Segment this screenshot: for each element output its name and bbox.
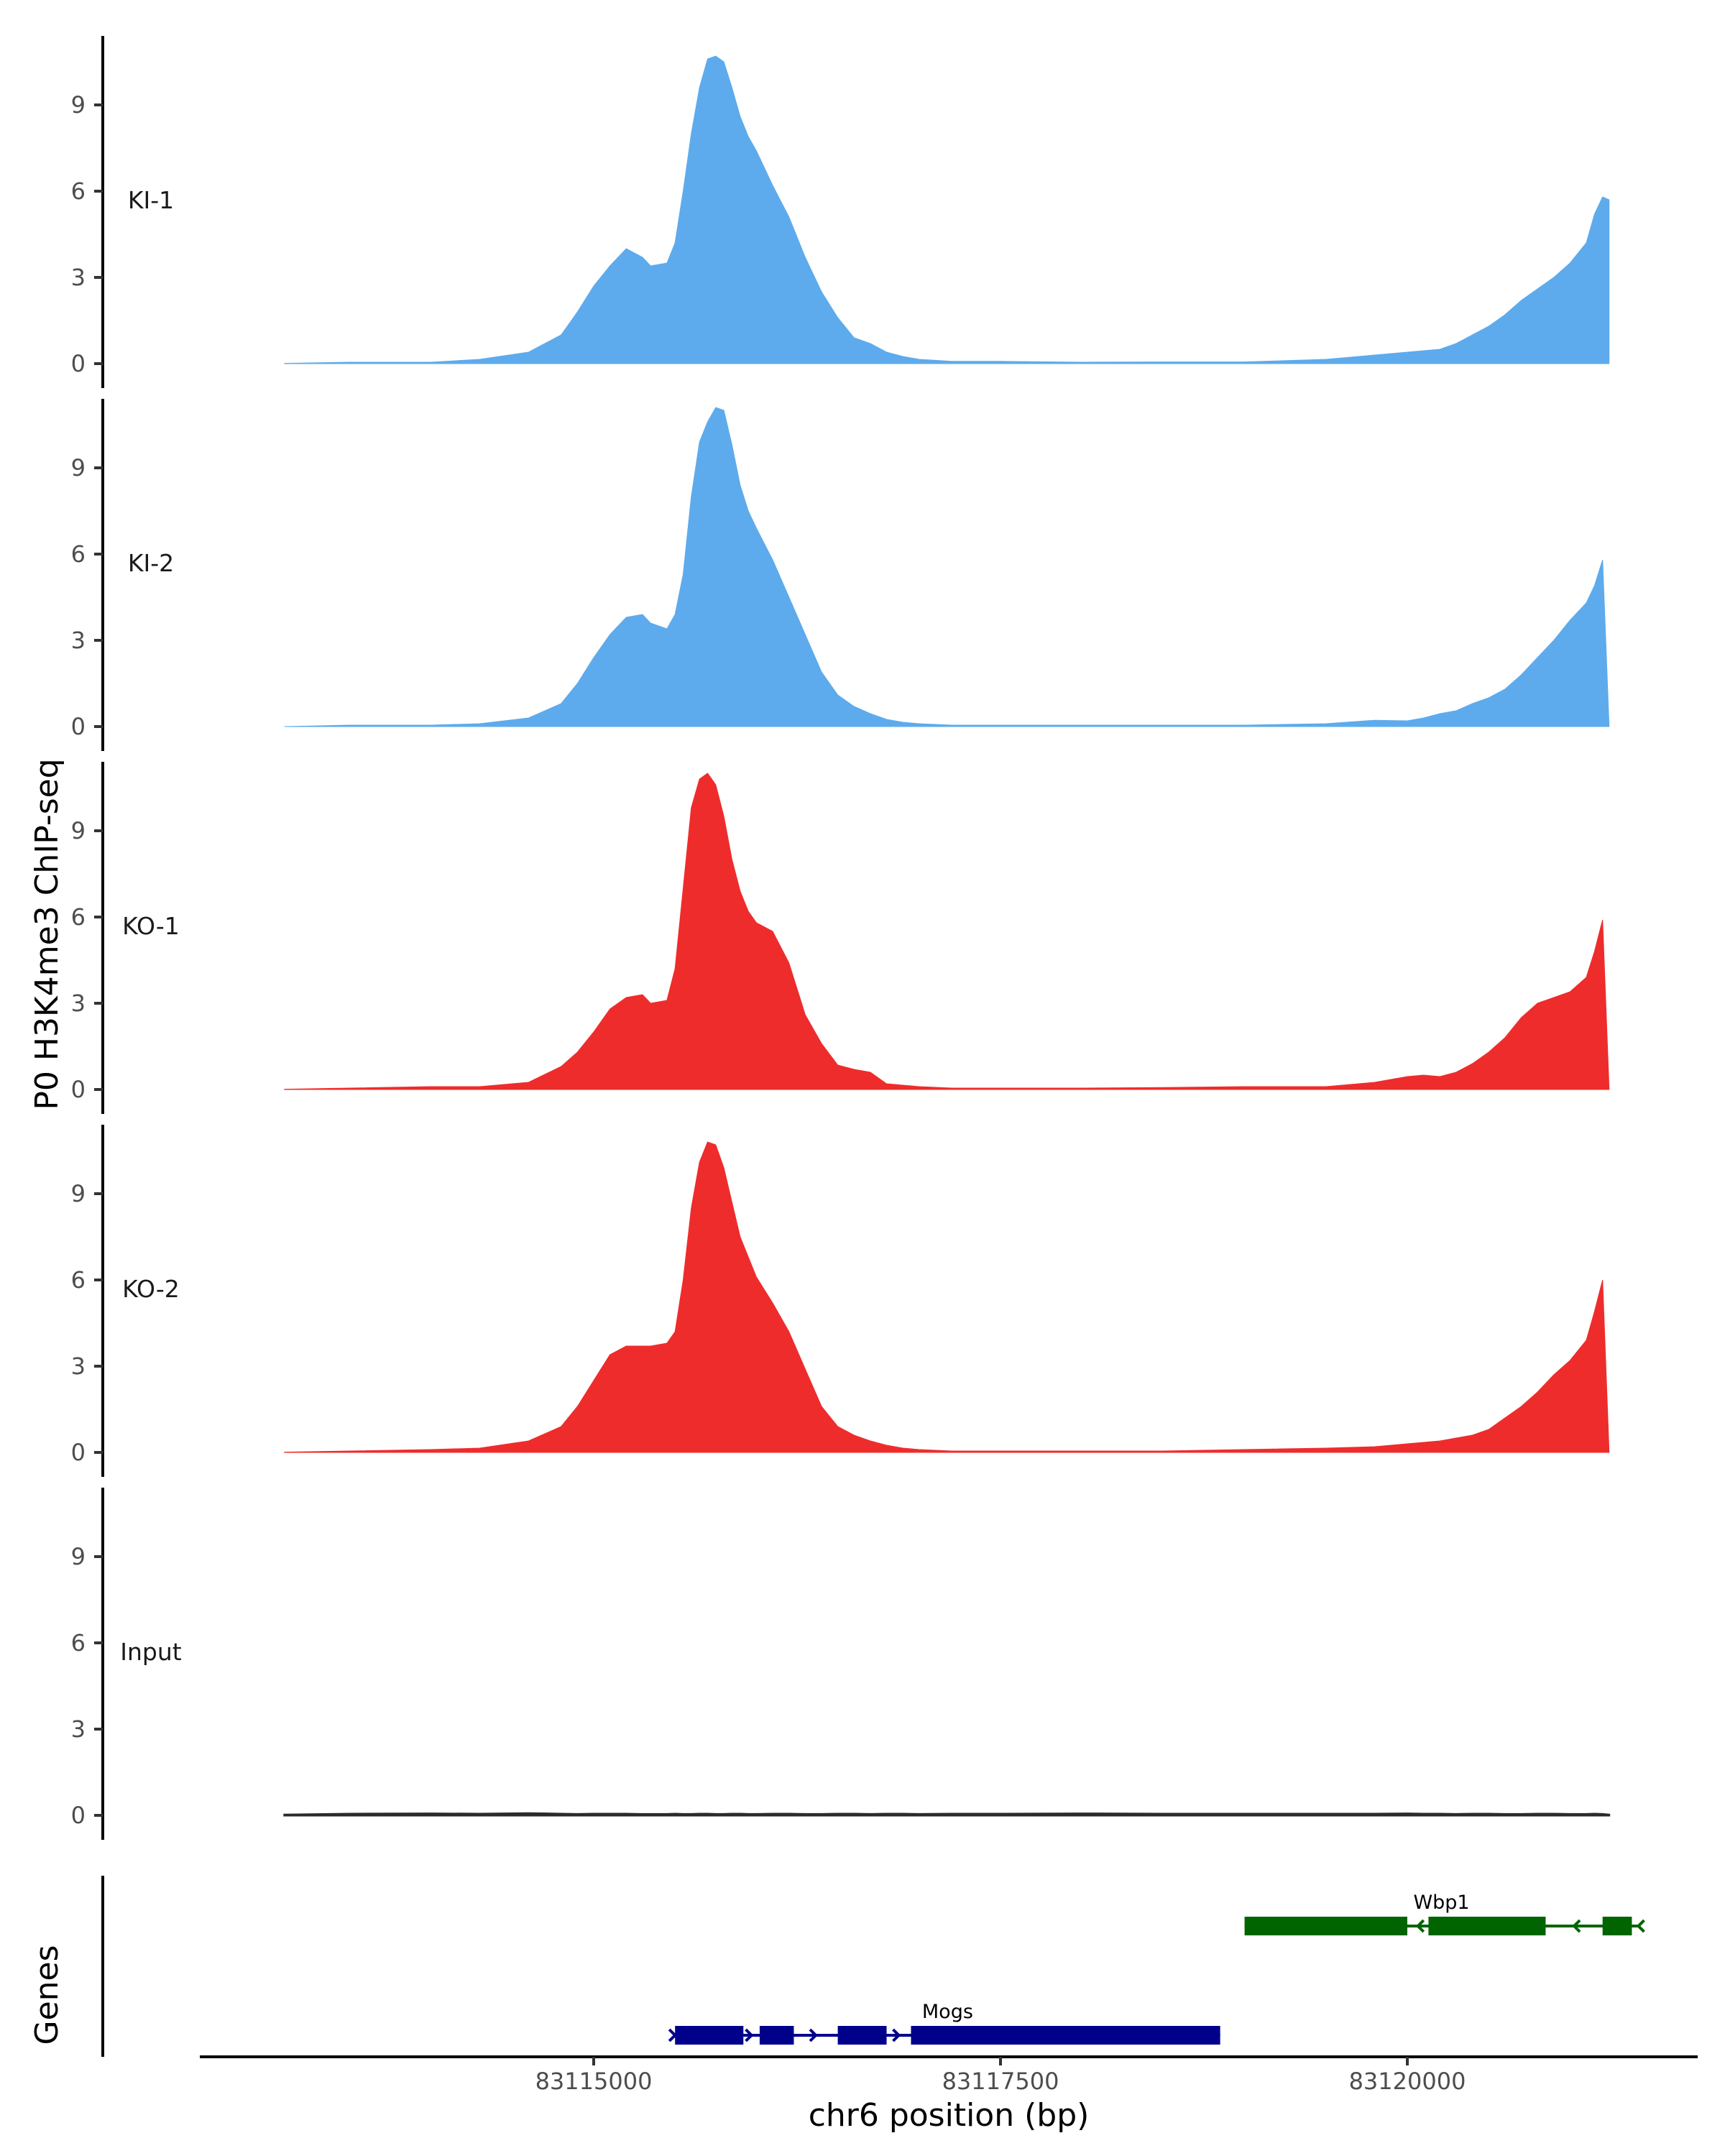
strand-arrow [668, 2028, 678, 2042]
track-label: Input [120, 1638, 182, 1666]
y-tick-label: 0 [71, 350, 86, 377]
x-axis-title: chr6 position (bp) [809, 2097, 1090, 2134]
y-tick-label: 0 [71, 1439, 86, 1466]
y-tick-label: 6 [71, 1266, 86, 1294]
y-tick-label: 3 [71, 264, 86, 291]
y-tick-label: 6 [71, 540, 86, 568]
strand-arrow [745, 2028, 754, 2042]
gene-exon [1428, 1917, 1546, 1935]
gene-label: Wbp1 [1413, 1892, 1469, 1914]
gene-exon [759, 2026, 794, 2045]
y-tick-label: 3 [71, 1353, 86, 1380]
strand-arrow [892, 2028, 901, 2042]
track-ko-1: 0 3 6 9 KO-1 [71, 762, 1610, 1114]
gene-label: Mogs [922, 2001, 973, 2023]
y-tick-label: 0 [71, 713, 86, 740]
strand-arrow [1636, 1919, 1645, 1933]
x-tick-label: 83120000 [1349, 2068, 1466, 2095]
signal-area-ko-1 [284, 773, 1610, 1090]
y-tick-label: 3 [71, 627, 86, 654]
gene-exon [1602, 1917, 1632, 1935]
strand-arrow [809, 2028, 818, 2042]
x-tick-label: 83115000 [535, 2068, 653, 2095]
y-tick-label: 9 [71, 1543, 86, 1570]
track-label: KI-1 [128, 186, 174, 214]
genes-panel: Mogs Wbp1 [101, 1876, 1645, 2057]
y-tick-label: 3 [71, 1715, 86, 1743]
y-tick-label: 0 [71, 1802, 86, 1829]
track-input: 0 3 6 9 Input [71, 1488, 1611, 1840]
gene-wbp1: Wbp1 [1244, 1892, 1645, 1935]
track-label: KO-2 [122, 1275, 180, 1303]
strand-arrow [1415, 1919, 1425, 1933]
gene-exon [1244, 1917, 1407, 1935]
y-axis-title: P0 H3K4me3 ChIP-seq [29, 758, 65, 1110]
y-tick-label: 9 [71, 91, 86, 119]
signal-area-input [283, 1812, 1611, 1817]
track-label: KI-2 [128, 549, 174, 577]
y-tick-label: 6 [71, 903, 86, 931]
y-tick-label: 9 [71, 454, 86, 482]
track-ki-2: 0 3 6 9 KI-2 [71, 399, 1610, 751]
track-ki-1: 0 3 6 9 KI-1 [71, 36, 1610, 388]
y-tick-label: 0 [71, 1076, 86, 1103]
track-label: KO-1 [122, 912, 180, 940]
y-tick-label: 6 [71, 178, 86, 205]
signal-tracks: 0 3 6 9 KI-1 0 3 6 9 KI-2 0 3 6 9 KO-1 0 3 6 9 KO-2 0 3 6 9 Inpu… [71, 36, 1611, 1840]
y-tick-label: 6 [71, 1629, 86, 1657]
gene-mogs: Mogs [668, 2001, 1220, 2045]
signal-area-ki-1 [284, 55, 1610, 364]
track-ko-2: 0 3 6 9 KO-2 [71, 1125, 1610, 1477]
x-tick-label: 83117500 [942, 2068, 1059, 2095]
y-tick-label: 9 [71, 1180, 86, 1207]
gene-exon [837, 2026, 887, 2045]
gene-exon [675, 2026, 744, 2045]
signal-area-ko-2 [284, 1141, 1610, 1453]
strand-arrow [1572, 1919, 1581, 1933]
signal-area-ki-2 [284, 407, 1610, 727]
y-tick-label: 3 [71, 990, 86, 1017]
genes-axis-title: Genes [29, 1945, 65, 2045]
gene-exon [911, 2026, 1220, 2045]
x-axis: 83115000 83117500 83120000 [200, 2055, 1698, 2095]
y-tick-label: 9 [71, 817, 86, 844]
